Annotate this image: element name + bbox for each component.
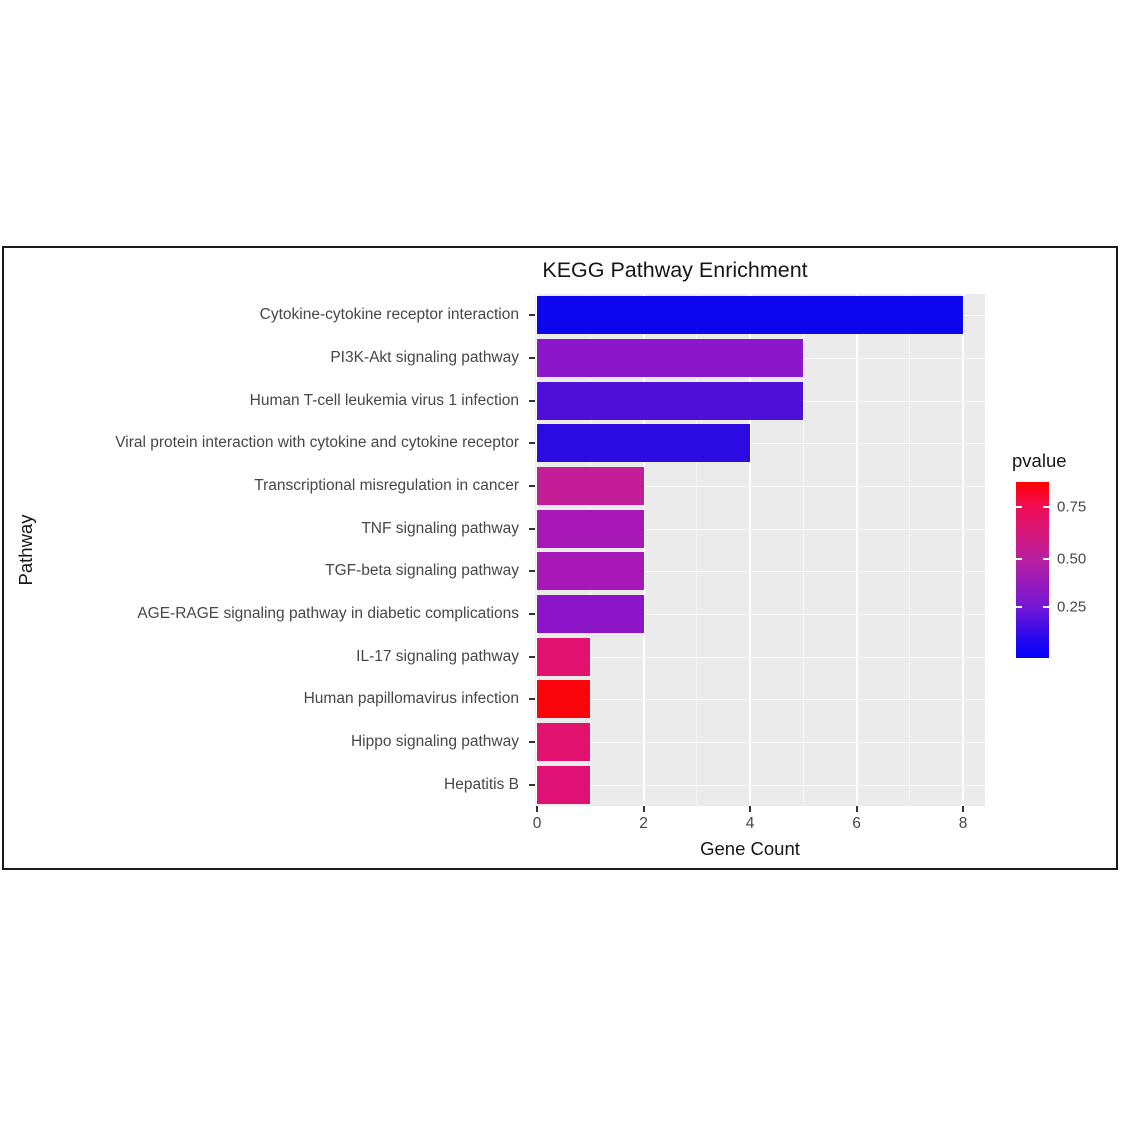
minor-gridline xyxy=(802,294,804,806)
horizontal-gridline xyxy=(535,486,985,487)
legend-tick-mark xyxy=(1043,558,1049,561)
x-tick-label: 0 xyxy=(532,815,542,832)
pathway-bar xyxy=(537,509,644,548)
horizontal-gridline xyxy=(535,699,985,701)
y-axis-title: Pathway xyxy=(15,514,36,586)
y-tick-label: Human papillomavirus infection xyxy=(303,690,519,708)
pathway-bar xyxy=(537,339,804,377)
legend-tick-mark xyxy=(1016,605,1022,608)
y-tick-mark xyxy=(529,442,535,445)
y-tick-mark xyxy=(529,485,535,487)
y-tick-mark xyxy=(529,741,535,743)
x-tick-label: 2 xyxy=(639,815,648,832)
y-tick-mark xyxy=(529,527,535,530)
legend-tick-label: 0.75 xyxy=(1057,498,1087,516)
x-tick-mark xyxy=(855,806,858,812)
x-tick-label: 6 xyxy=(852,815,861,832)
x-tick-mark xyxy=(749,806,751,812)
legend-tick-mark xyxy=(1016,505,1022,508)
major-gridline xyxy=(962,294,964,806)
minor-gridline xyxy=(909,294,911,806)
legend-gradient-bar xyxy=(1016,482,1049,658)
y-tick-label: AGE-RAGE signaling pathway in diabetic c… xyxy=(137,605,519,622)
y-tick-label: Viral protein interaction with cytokine … xyxy=(115,434,519,452)
horizontal-gridline xyxy=(535,656,985,658)
major-gridline xyxy=(855,294,858,806)
y-tick-mark xyxy=(529,613,535,615)
legend-tick-mark xyxy=(1016,558,1022,561)
horizontal-gridline xyxy=(535,443,985,445)
y-tick-label: TNF signaling pathway xyxy=(361,519,519,537)
chart-title: KEGG Pathway Enrichment xyxy=(542,258,808,282)
y-tick-mark xyxy=(529,783,535,786)
y-tick-label: Transcriptional misregulation in cancer xyxy=(254,477,519,494)
y-tick-mark xyxy=(529,655,535,658)
legend-tick-label: 0.25 xyxy=(1057,598,1087,616)
horizontal-gridline xyxy=(535,742,985,743)
major-gridline xyxy=(642,294,645,806)
y-tick-label: TGF-beta signaling pathway xyxy=(325,562,519,580)
y-tick-mark xyxy=(529,698,535,701)
x-tick-mark xyxy=(962,806,964,812)
y-tick-label: Human T-cell leukemia virus 1 infection xyxy=(249,391,519,409)
minor-gridline xyxy=(589,294,591,806)
y-tick-label: Hippo signaling pathway xyxy=(350,733,519,750)
y-tick-label: Cytokine-cytokine receptor interaction xyxy=(259,306,519,324)
figure-frame: KEGG Pathway Enrichment Pathway Gene Cou… xyxy=(2,246,1118,870)
pathway-bar xyxy=(537,381,804,420)
x-axis-title: Gene Count xyxy=(700,838,800,859)
x-tick-mark xyxy=(642,806,645,812)
x-tick-label: 4 xyxy=(745,815,755,832)
pathway-bar xyxy=(537,765,591,804)
plot-panel xyxy=(535,294,985,806)
legend-tick-label: 0.50 xyxy=(1057,550,1087,568)
pathway-bar xyxy=(537,680,591,719)
pathway-bar xyxy=(537,424,750,463)
y-tick-label: PI3K-Akt signaling pathway xyxy=(330,349,519,366)
y-tick-mark xyxy=(529,399,535,402)
legend-title: pvalue xyxy=(1012,450,1067,471)
pathway-bar xyxy=(537,467,644,505)
horizontal-gridline xyxy=(535,528,985,530)
y-tick-label: Hepatitis B xyxy=(444,775,519,793)
pathway-bar xyxy=(537,595,644,633)
y-tick-mark xyxy=(529,570,535,573)
legend-tick-mark xyxy=(1043,605,1049,608)
pathway-bar xyxy=(537,723,591,761)
legend-tick-mark xyxy=(1043,505,1049,508)
y-tick-label: IL-17 signaling pathway xyxy=(356,647,519,665)
pathway-bar xyxy=(537,296,963,335)
y-tick-mark xyxy=(529,314,535,317)
horizontal-gridline xyxy=(535,614,985,615)
x-tick-label: 8 xyxy=(958,815,968,832)
y-tick-mark xyxy=(529,357,535,359)
pathway-bar xyxy=(537,552,644,591)
x-tick-mark xyxy=(536,806,538,812)
minor-gridline xyxy=(696,294,698,806)
pathway-bar xyxy=(537,637,591,676)
horizontal-gridline xyxy=(535,571,985,573)
major-gridline xyxy=(536,294,538,806)
horizontal-gridline xyxy=(535,784,985,786)
major-gridline xyxy=(749,294,751,806)
